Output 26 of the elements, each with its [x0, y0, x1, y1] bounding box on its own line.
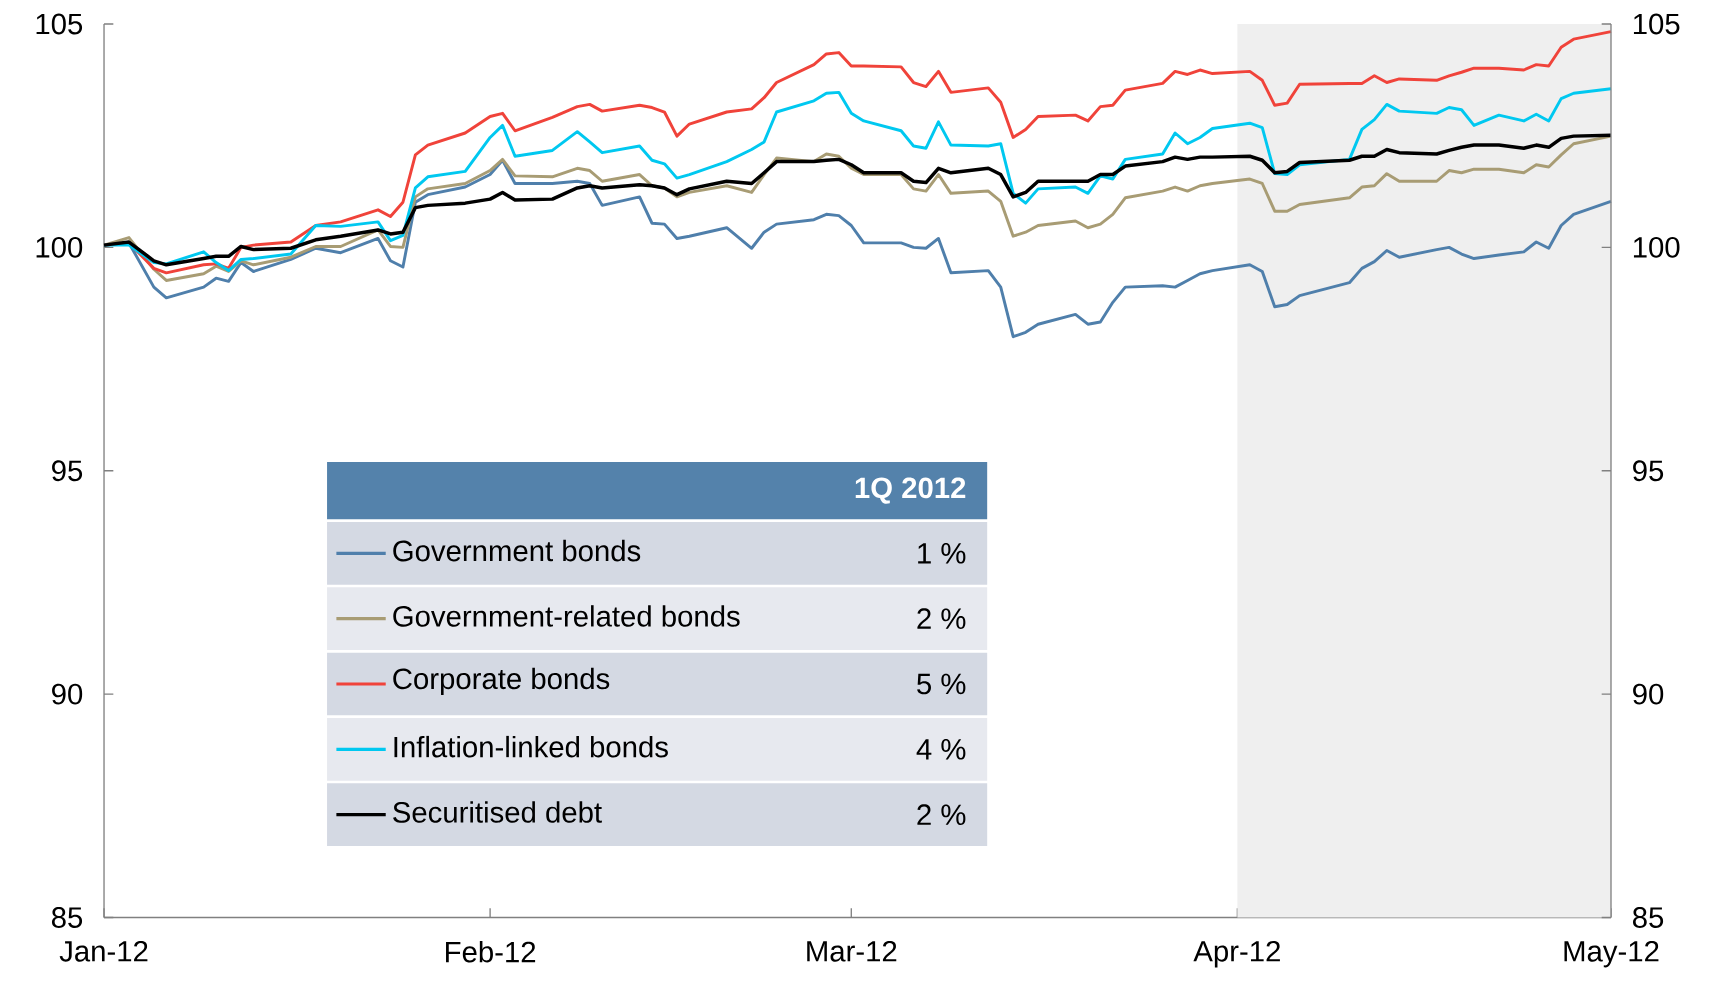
- x-tick-label: Jan-12: [59, 941, 148, 962]
- annotation: 2 %: [917, 608, 966, 630]
- annotation: 2 %: [917, 804, 966, 826]
- x-tick-label: May-12: [1564, 941, 1659, 968]
- y-tick-label: 100: [1633, 237, 1680, 258]
- annotation: 1 %: [918, 543, 966, 564]
- y-tick-label: 85: [1632, 907, 1664, 929]
- y-tick-label: 90: [1633, 683, 1664, 705]
- legend-label: Securitised debt: [393, 801, 602, 824]
- y2-tick-label: 95: [52, 460, 83, 482]
- y2-tick-label: 90: [52, 683, 83, 705]
- y2-tick-label: 85: [51, 907, 83, 929]
- y2-tick-label: 105: [36, 13, 83, 35]
- x-tick-label: Feb-12: [446, 941, 536, 963]
- x-tick-label: Mar-12: [807, 941, 897, 962]
- legend-label: Government-related bonds: [393, 605, 740, 627]
- annotation: 4 %: [916, 739, 966, 760]
- legend-label: Government bonds: [393, 540, 641, 562]
- y2-tick-label: 100: [36, 237, 83, 258]
- legend-label: Inflation-linked bonds: [394, 736, 668, 758]
- y-tick-label: 95: [1633, 460, 1664, 482]
- annotation: 5 %: [917, 673, 966, 695]
- legend-label: Corporate bonds: [393, 667, 610, 696]
- x-tick-label: Apr-12: [1193, 941, 1280, 968]
- y-tick-label: 105: [1633, 13, 1680, 35]
- legend-title: 1Q 2012: [855, 477, 966, 504]
